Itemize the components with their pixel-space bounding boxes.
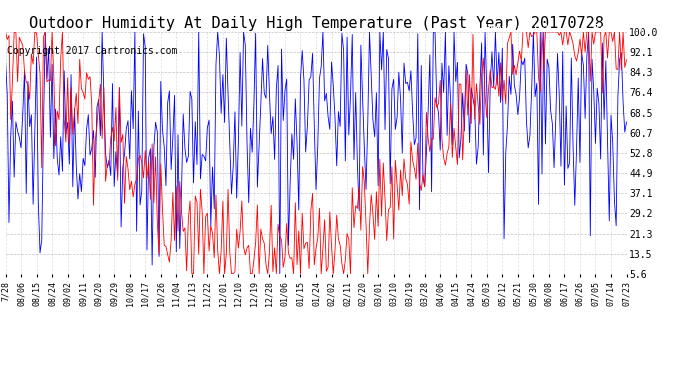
Text: Temp (°F): Temp (°F) bbox=[595, 24, 644, 33]
Text: Copyright 2017 Cartronics.com: Copyright 2017 Cartronics.com bbox=[7, 46, 177, 56]
Text: Humidity (%): Humidity (%) bbox=[485, 24, 550, 33]
Title: Outdoor Humidity At Daily High Temperature (Past Year) 20170728: Outdoor Humidity At Daily High Temperatu… bbox=[28, 16, 604, 31]
